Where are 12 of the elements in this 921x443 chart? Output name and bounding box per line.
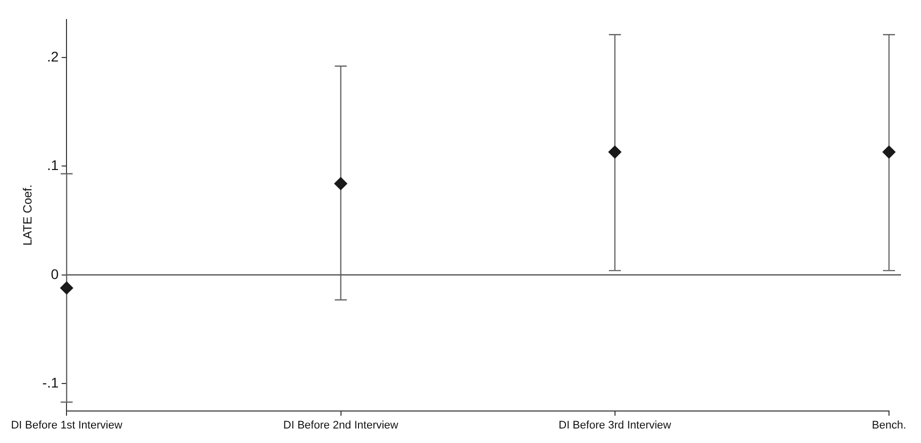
point xyxy=(608,146,622,159)
x-tick-label: DI Before 1st Interview xyxy=(10,419,122,432)
y-tick-label: .1 xyxy=(46,157,59,174)
y-tick-label: -.1 xyxy=(42,374,59,390)
y-tick-label: 0 xyxy=(50,266,59,282)
x-tick-label: DI Before 2nd Interview xyxy=(283,419,398,432)
y-axis-title: LATE Coef. xyxy=(20,184,34,246)
point xyxy=(334,177,348,190)
point xyxy=(882,146,896,159)
y-tick-label: .2 xyxy=(46,48,59,64)
x-tick-label: Bench. xyxy=(872,419,906,432)
x-tick-label: DI Before 3rd Interview xyxy=(558,419,672,432)
